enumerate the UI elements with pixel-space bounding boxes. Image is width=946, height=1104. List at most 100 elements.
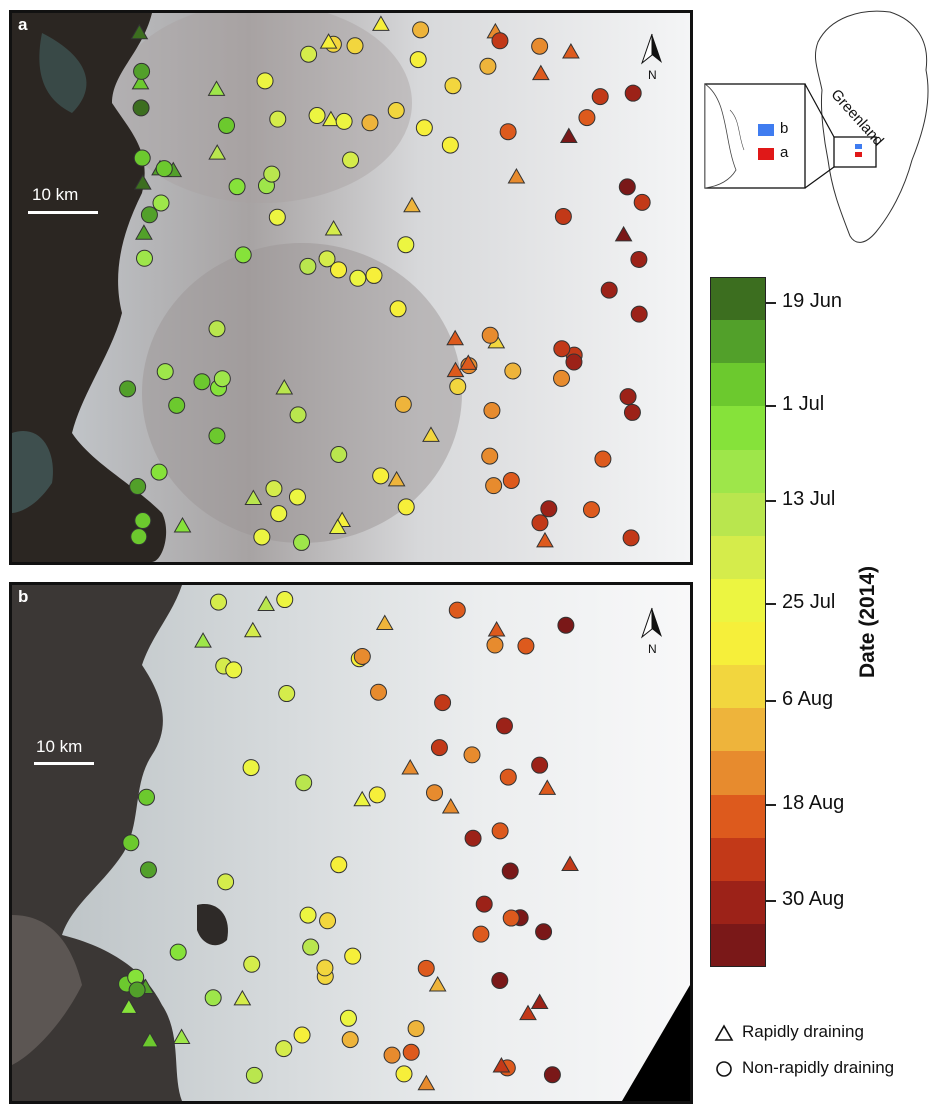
lake-circle-marker: [318, 250, 336, 268]
lake-circle-marker: [485, 477, 503, 495]
lake-triangle-marker: [401, 758, 420, 775]
lake-triangle-marker: [507, 168, 526, 184]
lake-triangle-marker: [372, 15, 390, 31]
lake-circle-marker: [129, 478, 147, 496]
lake-circle-marker: [137, 788, 155, 806]
lake-triangle-marker: [275, 378, 294, 395]
lake-circle-marker: [289, 406, 307, 424]
colorbar-segment: [710, 277, 766, 321]
lake-circle-marker: [481, 326, 499, 344]
lake-circle-marker: [622, 529, 640, 547]
scale-bar-label-b: 10 km: [36, 737, 83, 756]
lake-circle-marker: [449, 378, 467, 396]
colorbar-tick-label: 1 Jul: [782, 393, 825, 415]
lake-triangle-marker: [130, 23, 149, 40]
lake-circle-marker: [387, 101, 405, 119]
lake-circle-marker: [122, 834, 140, 852]
lake-circle-marker: [155, 160, 173, 178]
colorbar-tick-label: 18 Aug: [782, 792, 845, 814]
circle-icon: [716, 1060, 732, 1077]
lake-circle-marker: [208, 320, 226, 338]
lake-circle-marker: [361, 114, 379, 132]
lake-triangle-marker: [519, 1004, 537, 1021]
lake-circle-marker: [624, 84, 642, 102]
lake-circle-marker: [415, 119, 433, 137]
lake-circle-marker: [543, 1066, 561, 1084]
colorbar-tick: [766, 405, 776, 407]
colorbar-tick-label: 30 Aug: [782, 888, 845, 910]
lake-triangle-marker: [492, 1056, 511, 1073]
lake-circle-marker: [483, 401, 501, 419]
lake-triangle-marker: [135, 224, 153, 240]
colorbar-segment: [710, 578, 766, 622]
lake-circle-marker: [444, 77, 462, 95]
lake-circle-marker: [132, 99, 150, 117]
lake-circle-marker: [316, 959, 334, 977]
lake-circle-marker: [346, 37, 364, 55]
lake-circle-marker: [481, 447, 499, 465]
lake-circle-marker: [463, 746, 481, 764]
lake-triangle-marker: [403, 196, 421, 213]
lake-circle-marker: [499, 768, 517, 786]
lake-triangle-marker: [319, 33, 338, 49]
lake-circle-marker: [276, 591, 294, 609]
lake-circle-marker: [448, 601, 466, 619]
colorbar-title: Date (2014): [856, 565, 879, 679]
lake-triangle-marker: [141, 1031, 159, 1048]
region-b-marker: [758, 124, 774, 136]
colorbar-segment: [710, 320, 766, 364]
lake-circle-marker: [618, 178, 636, 196]
colorbar-tick-label: 25 Jul: [782, 591, 836, 613]
lake-triangle-marker: [562, 43, 580, 59]
colorbar-tick-label: 6 Aug: [782, 688, 834, 710]
colorbar-segment: [710, 923, 766, 967]
lake-circle-marker: [130, 528, 148, 546]
lake-circle-marker: [140, 206, 158, 224]
colorbar-tick-label: 13 Jul: [782, 488, 836, 510]
lake-circle-marker: [278, 685, 296, 703]
lake-circle-marker: [594, 450, 612, 468]
lake-circle-marker: [341, 1031, 359, 1049]
lake-circle-marker: [434, 694, 452, 712]
legend-non-rapidly-draining: Non-rapidly draining: [714, 1058, 894, 1078]
lake-triangle-marker: [487, 620, 506, 637]
north-label-a: N: [648, 68, 657, 82]
lake-circle-marker: [217, 873, 235, 891]
legend-rapidly-draining: Rapidly draining: [714, 1022, 864, 1042]
lake-circle-marker: [135, 249, 153, 267]
lake-circle-marker: [288, 488, 306, 506]
lake-circle-marker: [335, 112, 353, 130]
inset-label-a: a: [780, 144, 789, 161]
lake-circle-marker: [397, 498, 415, 516]
lake-circle-marker: [208, 427, 226, 445]
lake-circle-marker: [139, 861, 157, 879]
lake-circle-marker: [293, 533, 311, 551]
lake-circle-marker: [502, 471, 520, 489]
lake-circle-marker: [397, 236, 415, 254]
lake-circle-marker: [210, 593, 228, 611]
lake-triangle-marker: [536, 531, 554, 548]
map-a-image: [12, 13, 690, 562]
colorbar-segment: [710, 665, 766, 709]
lake-circle-marker: [531, 37, 549, 55]
lake-triangle-marker: [353, 790, 372, 807]
map-panel-a: a 10 km N: [9, 10, 693, 565]
lake-circle-marker: [133, 149, 151, 167]
lake-circle-marker: [119, 380, 137, 398]
lake-circle-marker: [339, 1009, 357, 1027]
colorbar-tick: [766, 500, 776, 502]
greenland-outline: [704, 10, 929, 243]
scale-bar-label-a: 10 km: [32, 185, 79, 204]
lake-triangle-marker: [173, 517, 192, 533]
lake-triangle-marker: [428, 975, 447, 992]
lake-circle-marker: [501, 862, 519, 880]
lake-triangle-marker: [417, 1074, 436, 1091]
lake-circle-marker: [464, 829, 482, 847]
lake-triangle-marker: [194, 632, 212, 648]
lake-circle-marker: [475, 895, 493, 913]
lake-circle-marker: [156, 363, 174, 381]
lake-circle-marker: [578, 109, 596, 127]
lake-circle-marker: [245, 1066, 263, 1084]
lake-circle-marker: [479, 57, 497, 75]
lake-circle-marker: [302, 938, 320, 956]
